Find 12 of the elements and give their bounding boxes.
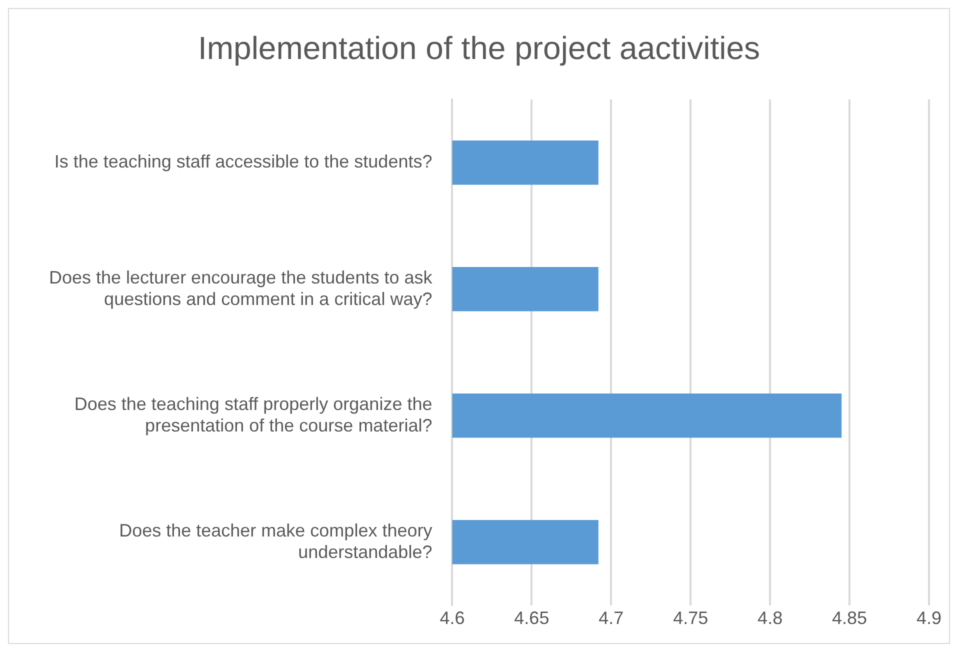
y-tick-label: Does the teacher make complex theory understandable? [119, 520, 432, 562]
x-tick-label: 4.85 [832, 608, 868, 628]
chart-title: Implementation of the project aactivities [198, 30, 760, 66]
x-tick-label: 4.65 [514, 608, 550, 628]
y-tick-label: Does the lecturer encourage the students to ask questions and comment in a critical way? [48, 267, 434, 309]
x-tick-label: 4.75 [673, 608, 708, 628]
x-tick-label: 4.6 [440, 608, 465, 628]
y-tick-label: Is the teaching staff accessible to the students? [54, 152, 432, 172]
y-tick-label: Does the teaching staff properly organize the presentation of the course material? [74, 394, 432, 436]
x-tick-label: 4.7 [598, 608, 624, 628]
x-tick-label: 4.8 [758, 608, 783, 628]
x-tick-label: 4.9 [916, 608, 942, 628]
